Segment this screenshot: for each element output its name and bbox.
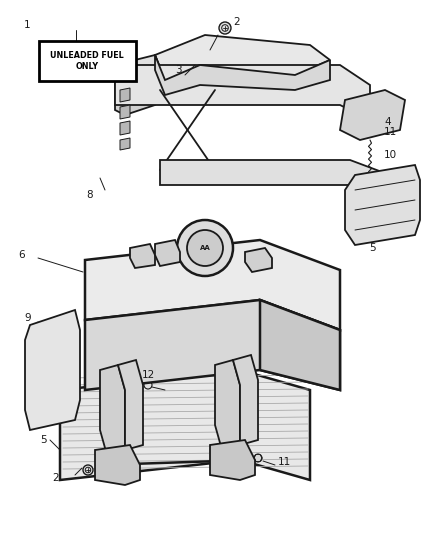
Circle shape [177, 220, 233, 276]
Polygon shape [120, 105, 130, 119]
Polygon shape [155, 35, 329, 80]
Circle shape [365, 126, 373, 134]
Text: 3: 3 [174, 65, 181, 75]
Text: 5: 5 [41, 435, 47, 445]
Circle shape [364, 110, 374, 120]
Text: 2: 2 [53, 473, 59, 483]
Polygon shape [85, 300, 339, 390]
Polygon shape [155, 55, 329, 95]
Polygon shape [115, 70, 165, 115]
Circle shape [187, 230, 223, 266]
Polygon shape [339, 90, 404, 140]
Polygon shape [344, 165, 419, 245]
Polygon shape [118, 360, 143, 450]
Text: 12: 12 [141, 370, 154, 380]
Circle shape [144, 381, 152, 389]
Polygon shape [244, 248, 272, 272]
FancyBboxPatch shape [39, 41, 136, 81]
Polygon shape [159, 160, 389, 200]
Polygon shape [259, 300, 339, 390]
Polygon shape [120, 121, 130, 135]
Circle shape [219, 22, 230, 34]
Polygon shape [85, 240, 339, 330]
Polygon shape [25, 310, 80, 430]
Text: 9: 9 [25, 313, 31, 323]
Text: 5: 5 [369, 243, 375, 253]
Polygon shape [209, 440, 254, 480]
Polygon shape [95, 445, 140, 485]
Text: 4: 4 [383, 117, 390, 127]
Text: AA: AA [199, 245, 210, 251]
Polygon shape [100, 365, 125, 455]
Polygon shape [130, 244, 155, 268]
Text: 10: 10 [383, 150, 396, 160]
Circle shape [83, 465, 93, 475]
Polygon shape [60, 370, 309, 480]
Polygon shape [120, 88, 130, 102]
Text: UNLEADED FUEL
ONLY: UNLEADED FUEL ONLY [50, 51, 124, 71]
Text: 2: 2 [233, 17, 239, 27]
Polygon shape [155, 240, 180, 266]
Polygon shape [115, 65, 369, 120]
Text: 6: 6 [19, 250, 25, 260]
Circle shape [254, 454, 261, 462]
Polygon shape [120, 138, 130, 150]
Polygon shape [215, 360, 240, 450]
Text: 11: 11 [383, 127, 396, 137]
Polygon shape [115, 55, 165, 90]
Text: 1: 1 [24, 20, 30, 30]
Polygon shape [233, 355, 258, 445]
Text: 8: 8 [86, 190, 93, 200]
Text: 11: 11 [277, 457, 290, 467]
